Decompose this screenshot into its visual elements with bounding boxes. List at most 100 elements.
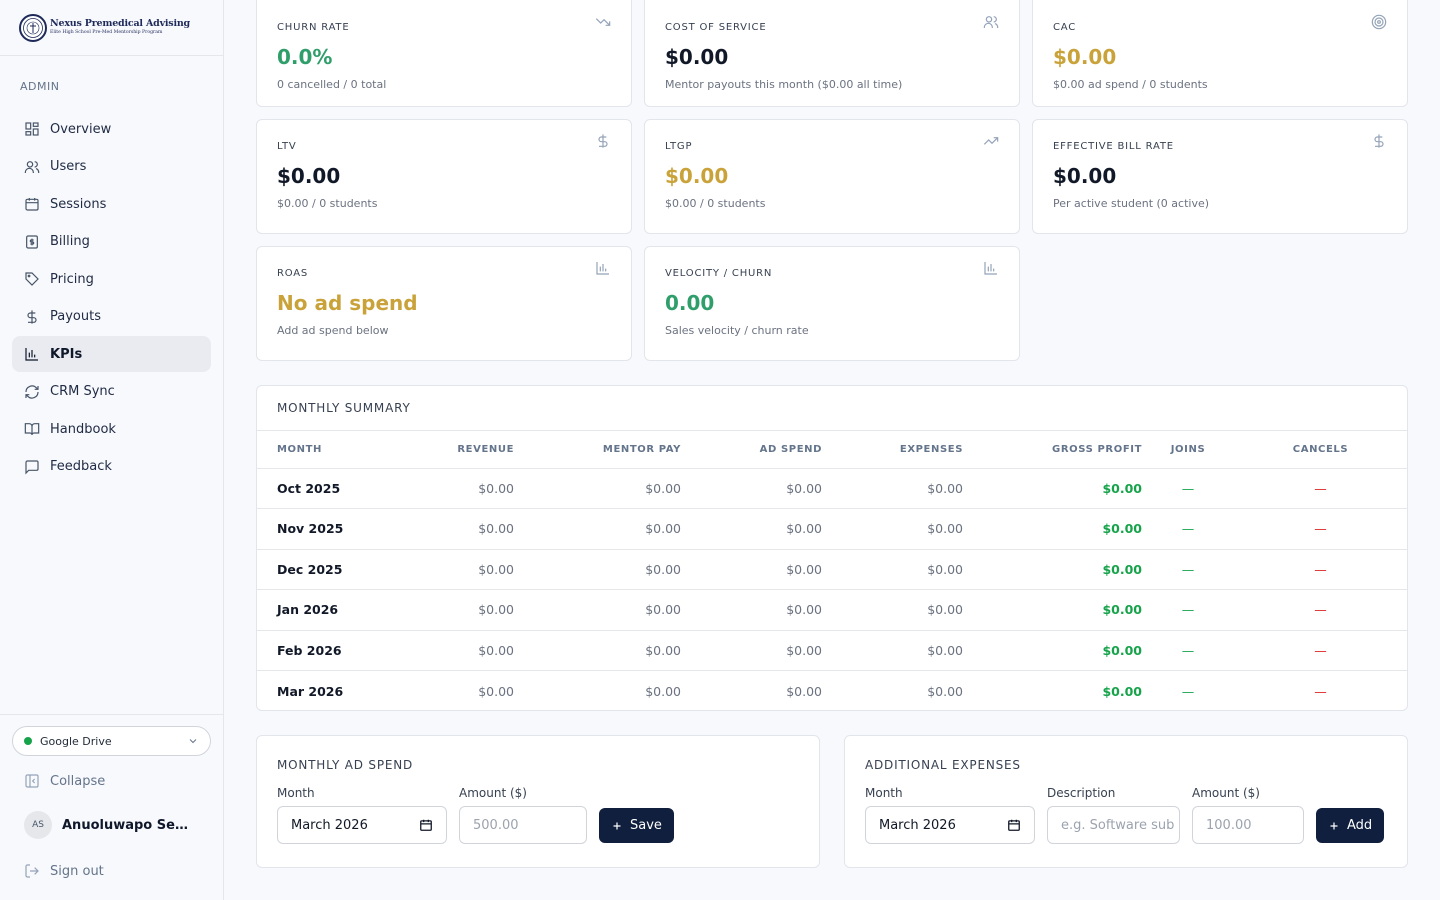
cancels-cell: —	[1234, 508, 1407, 550]
sidebar-item-handbook[interactable]: Handbook	[12, 411, 211, 447]
add-expense-button[interactable]: Add	[1316, 808, 1385, 843]
user-profile[interactable]: AS Anuoluwapo Sebiotimo	[12, 801, 211, 849]
trending-up-icon	[983, 133, 999, 153]
expenses-cell: $0.00	[822, 549, 963, 590]
expenses-amount-label: Amount ($)	[1192, 786, 1260, 800]
kpi-label: EFFECTIVE BILL RATE	[1053, 141, 1174, 152]
calendar-icon[interactable]	[1007, 818, 1021, 832]
column-header[interactable]: GROSS PROFIT	[963, 431, 1142, 469]
sidebar-item-crm-sync[interactable]: CRM Sync	[12, 374, 211, 410]
kpi-label: CHURN RATE	[277, 22, 350, 33]
sidebar-item-feedback[interactable]: Feedback	[12, 449, 211, 485]
table-body: Oct 2025 $0.00 $0.00 $0.00 $0.00 $0.00— — Nov 2…	[257, 468, 1407, 711]
revenue-cell: $0.00	[478, 683, 514, 699]
collapse-label: Collapse	[50, 773, 106, 789]
sidebar-item-label: Payouts	[50, 309, 101, 324]
table-row: Oct 2025 $0.00 $0.00 $0.00 $0.00 $0.00— —	[257, 468, 1407, 509]
bar-chart-icon	[595, 260, 611, 280]
revenue-cell: $0.00	[407, 508, 514, 550]
ad-spend-month-input[interactable]: March 2026	[277, 806, 447, 844]
calendar-icon	[24, 196, 40, 212]
month-cell: Feb 2026	[257, 630, 407, 671]
table-row: Jan 2026 $0.00 $0.00 $0.00 $0.00 $0.00— —	[257, 589, 1407, 631]
sidebar-item-label: Sessions	[50, 196, 107, 212]
expenses-month-label: Month	[865, 786, 903, 800]
log-out-icon	[24, 863, 40, 879]
column-header[interactable]: AD SPEND	[681, 431, 822, 469]
sidebar: Nexus Premedical Advising Elite High Sch…	[0, 0, 224, 900]
save-button[interactable]: Save	[599, 808, 674, 843]
brand-header[interactable]: Nexus Premedical Advising Elite High Sch…	[0, 0, 223, 56]
kpi-card-roas: ROAS No ad spend Add ad spend below	[256, 246, 632, 361]
column-header[interactable]: CANCELS	[1234, 431, 1407, 469]
expenses-cell: $0.00	[822, 630, 963, 671]
sidebar-nav: Overview Users Sessions Billing Pricing Payou…	[0, 111, 223, 485]
add-button-label: Add	[1347, 818, 1373, 833]
joins-cell: —	[1142, 630, 1234, 671]
joins-cell: —	[1142, 508, 1234, 550]
google-drive-label: Google Drive	[40, 734, 112, 748]
ad-spend-cell: $0.00	[681, 549, 822, 590]
ad-spend-amount-label: Amount ($)	[459, 786, 527, 800]
cancels-cell: —	[1234, 549, 1407, 590]
cancels-cell: —	[1234, 630, 1407, 671]
sidebar-item-users[interactable]: Users	[12, 149, 211, 185]
column-header[interactable]: EXPENSES	[822, 431, 963, 469]
table-row: Dec 2025 $0.00 $0.00 $0.00 $0.00 $0.00— —	[257, 549, 1407, 590]
sidebar-item-billing[interactable]: Billing	[12, 224, 211, 260]
sidebar-item-payouts[interactable]: Payouts	[12, 299, 211, 335]
message-icon	[24, 459, 40, 475]
sidebar-item-overview[interactable]: Overview	[12, 111, 211, 147]
sidebar-item-label: Feedback	[50, 459, 112, 474]
mentor-pay-cell: $0.00	[514, 549, 681, 590]
gross-profit-cell: $0.00	[1102, 683, 1142, 699]
sign-out-button[interactable]: Sign out	[12, 851, 211, 891]
collapse-button[interactable]: Collapse	[12, 761, 211, 801]
kpi-card-ltv: LTV $0.00 $0.00 / 0 students	[256, 119, 632, 234]
sidebar-item-pricing[interactable]: Pricing	[12, 261, 211, 297]
kpi-value: $0.00	[665, 164, 729, 188]
column-header[interactable]: MONTH	[257, 431, 407, 469]
trending-down-icon	[595, 14, 611, 34]
kpi-label: CAC	[1053, 22, 1077, 33]
book-icon	[24, 421, 40, 437]
revenue-cell: $0.00	[407, 589, 514, 631]
mentor-pay-cell: $0.00	[514, 630, 681, 671]
sidebar-footer: Google Drive Collapse AS Anuoluwapo Sebi…	[0, 714, 223, 900]
column-header[interactable]: MENTOR PAY	[514, 431, 681, 469]
monthly-summary-card: MONTHLY SUMMARY MONTH REVENUE MENTOR PAY AD…	[256, 385, 1408, 711]
sidebar-item-label: CRM Sync	[50, 384, 115, 399]
dollar-icon	[1371, 133, 1387, 153]
kpi-label: VELOCITY / CHURN	[665, 268, 773, 279]
monthly-summary-title: MONTHLY SUMMARY	[257, 386, 1407, 431]
expenses-title: ADDITIONAL EXPENSES	[865, 758, 1021, 772]
sidebar-item-sessions[interactable]: Sessions	[12, 186, 211, 222]
sign-out-label: Sign out	[50, 863, 104, 879]
kpi-label: COST OF SERVICE	[665, 22, 767, 33]
ad-spend-cell: $0.00	[681, 468, 822, 509]
save-button-label: Save	[630, 818, 662, 833]
users-icon	[24, 159, 40, 175]
kpi-label: LTV	[277, 141, 297, 152]
expenses-amount-input[interactable]: 100.00	[1192, 806, 1304, 844]
kpi-subtext: $0.00 ad spend / 0 students	[1053, 78, 1208, 91]
monthly-ad-spend-card: MONTHLY AD SPEND Month March 2026 Amount…	[256, 735, 820, 868]
receipt-icon	[24, 234, 40, 250]
sidebar-item-kpis[interactable]: KPIs	[12, 336, 211, 372]
google-drive-selector[interactable]: Google Drive	[12, 726, 211, 756]
expenses-month-input[interactable]: March 2026	[865, 806, 1035, 844]
ad-spend-amount-input[interactable]: 500.00	[459, 806, 587, 844]
kpi-card-velocity-churn: VELOCITY / CHURN 0.00 Sales velocity / chu…	[644, 246, 1020, 361]
month-cell: Mar 2026	[277, 683, 344, 699]
column-header[interactable]: JOINS	[1142, 431, 1234, 469]
bar-chart-icon	[24, 346, 40, 362]
expenses-description-input[interactable]: e.g. Software sub	[1047, 806, 1180, 844]
revenue-cell: $0.00	[407, 549, 514, 590]
table-row: Feb 2026 $0.00 $0.00 $0.00 $0.00 $0.00— —	[257, 630, 1407, 671]
column-header[interactable]: REVENUE	[407, 431, 514, 469]
expenses-description-label: Description	[1047, 786, 1116, 800]
ad-spend-month-value: March 2026	[291, 817, 368, 833]
calendar-icon[interactable]	[419, 818, 433, 832]
month-cell: Jan 2026	[257, 589, 407, 631]
cancels-cell: —	[1234, 468, 1407, 509]
